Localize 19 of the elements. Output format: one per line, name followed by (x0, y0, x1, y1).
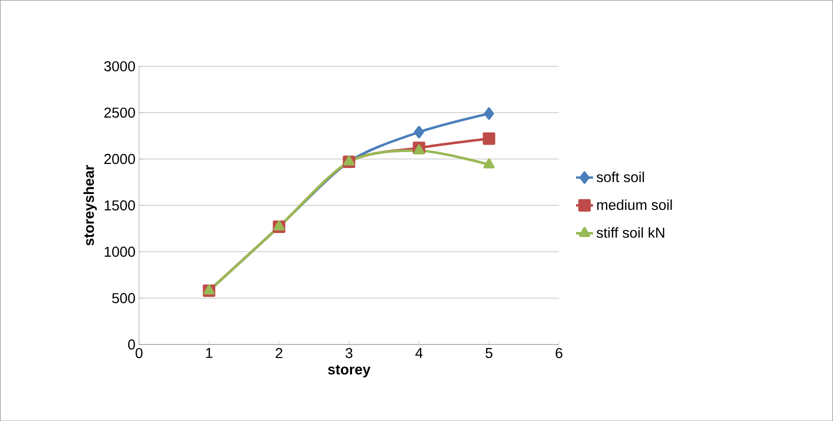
x-tick-label: 6 (556, 348, 562, 358)
y-tick-label: 500 (112, 292, 135, 304)
x-tick-label: 3 (346, 348, 352, 358)
legend-label: medium soil (597, 199, 672, 210)
x-tick-label: 2 (276, 348, 282, 358)
y-tick-label: 0 (128, 339, 135, 350)
y-tick-label: 2500 (104, 107, 135, 118)
y-tick-label: 3000 (104, 61, 135, 72)
y-tick-label: 1500 (104, 200, 135, 210)
x-tick-label: 4 (415, 348, 423, 358)
x-axis-title: storey (328, 364, 370, 378)
x-tick-label: 0 (136, 348, 142, 358)
y-tick-label: 1000 (104, 246, 135, 257)
legend-label: soft soil (596, 172, 644, 182)
y-tick-label: 2000 (104, 154, 135, 164)
legend-label: stiff soil kN (596, 227, 664, 238)
y-axis-title: storeyshear (83, 164, 97, 246)
x-tick-label: 5 (486, 348, 492, 358)
x-tick-label: 1 (206, 348, 212, 358)
